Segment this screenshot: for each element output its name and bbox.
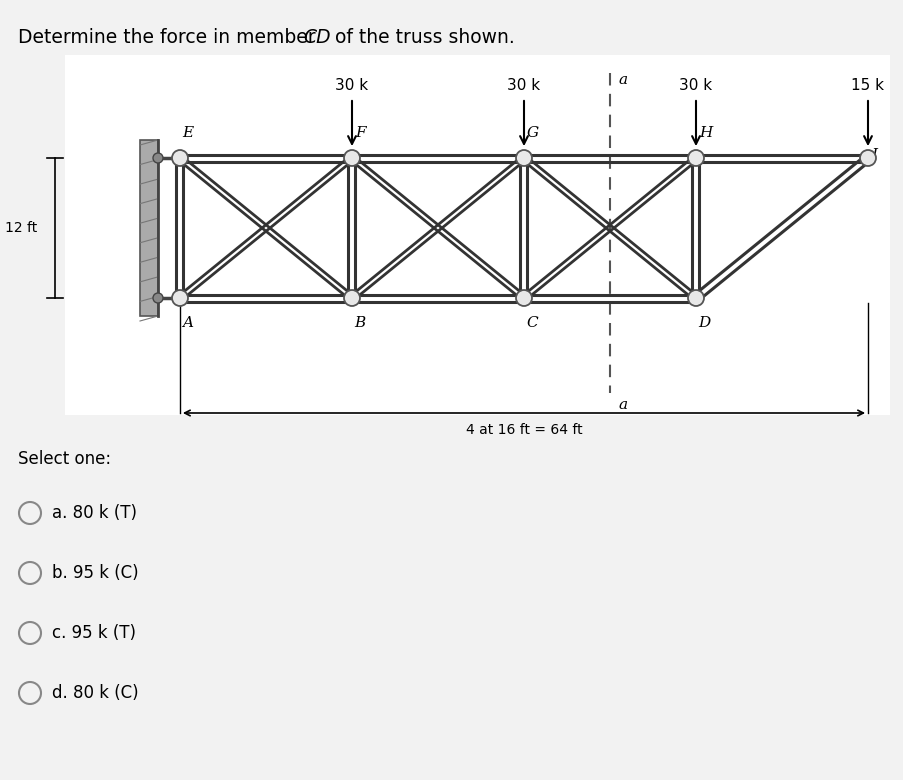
Text: B: B bbox=[354, 316, 365, 330]
Text: H: H bbox=[698, 126, 712, 140]
Circle shape bbox=[19, 622, 41, 644]
Circle shape bbox=[344, 150, 359, 166]
Text: G: G bbox=[526, 126, 538, 140]
Circle shape bbox=[859, 150, 875, 166]
Circle shape bbox=[516, 290, 531, 306]
Text: I: I bbox=[870, 148, 876, 162]
Text: D: D bbox=[697, 316, 710, 330]
Text: d. 80 k (C): d. 80 k (C) bbox=[52, 684, 138, 702]
Circle shape bbox=[153, 293, 163, 303]
Text: E: E bbox=[182, 126, 193, 140]
Bar bbox=[140, 140, 158, 316]
Text: a. 80 k (T): a. 80 k (T) bbox=[52, 504, 137, 522]
Circle shape bbox=[516, 150, 531, 166]
Text: a: a bbox=[618, 398, 627, 412]
Circle shape bbox=[687, 290, 703, 306]
Text: A: A bbox=[182, 316, 192, 330]
Text: c. 95 k (T): c. 95 k (T) bbox=[52, 624, 135, 642]
Text: Determine the force in member: Determine the force in member bbox=[18, 28, 321, 47]
Text: 30 k: 30 k bbox=[335, 78, 368, 93]
Text: 4 at 16 ft = 64 ft: 4 at 16 ft = 64 ft bbox=[465, 423, 582, 437]
Circle shape bbox=[687, 150, 703, 166]
Circle shape bbox=[19, 682, 41, 704]
Text: 30 k: 30 k bbox=[507, 78, 540, 93]
Circle shape bbox=[172, 150, 188, 166]
Text: CD: CD bbox=[303, 28, 330, 47]
Circle shape bbox=[153, 153, 163, 163]
Text: 12 ft: 12 ft bbox=[5, 221, 37, 235]
Text: C: C bbox=[526, 316, 537, 330]
Circle shape bbox=[172, 290, 188, 306]
Text: a: a bbox=[618, 73, 627, 87]
Text: Select one:: Select one: bbox=[18, 450, 111, 468]
Circle shape bbox=[344, 290, 359, 306]
Text: 15 k: 15 k bbox=[851, 78, 883, 93]
Circle shape bbox=[19, 502, 41, 524]
Text: b. 95 k (C): b. 95 k (C) bbox=[52, 564, 138, 582]
Bar bbox=[65, 55, 889, 415]
Text: F: F bbox=[355, 126, 365, 140]
Text: of the truss shown.: of the truss shown. bbox=[329, 28, 514, 47]
Circle shape bbox=[19, 562, 41, 584]
Text: 30 k: 30 k bbox=[679, 78, 712, 93]
